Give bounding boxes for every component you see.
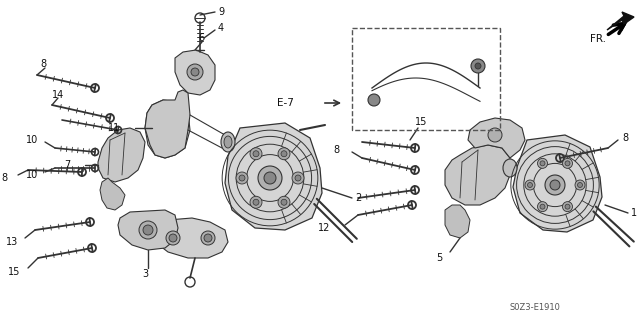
Circle shape — [143, 225, 153, 235]
Text: 5: 5 — [436, 253, 442, 263]
Circle shape — [201, 231, 215, 245]
Text: 10: 10 — [26, 170, 38, 180]
Circle shape — [253, 199, 259, 205]
Polygon shape — [152, 218, 228, 258]
Text: E-7: E-7 — [277, 98, 294, 108]
Text: 1: 1 — [631, 208, 637, 218]
Polygon shape — [607, 12, 634, 30]
Circle shape — [563, 158, 573, 168]
Ellipse shape — [224, 136, 232, 148]
Circle shape — [250, 148, 262, 160]
Polygon shape — [150, 108, 182, 148]
Circle shape — [540, 204, 545, 209]
Text: 8: 8 — [2, 173, 8, 183]
Text: 6: 6 — [198, 33, 204, 43]
Circle shape — [139, 221, 157, 239]
Circle shape — [187, 64, 203, 80]
Circle shape — [575, 180, 585, 190]
Text: 9: 9 — [218, 7, 224, 17]
Circle shape — [295, 175, 301, 181]
Text: 11: 11 — [108, 123, 120, 133]
Polygon shape — [100, 178, 125, 210]
Polygon shape — [445, 145, 510, 205]
Circle shape — [169, 234, 177, 242]
Circle shape — [525, 180, 535, 190]
Text: 8: 8 — [40, 59, 46, 69]
Polygon shape — [175, 50, 215, 95]
Text: 15: 15 — [8, 267, 20, 277]
Text: 14: 14 — [52, 90, 64, 100]
Text: 7: 7 — [64, 160, 70, 170]
Text: 15: 15 — [415, 117, 428, 127]
Polygon shape — [145, 90, 190, 158]
Text: 2: 2 — [355, 193, 361, 203]
Circle shape — [264, 172, 276, 184]
Circle shape — [258, 166, 282, 190]
Text: 12: 12 — [317, 223, 330, 233]
Polygon shape — [468, 118, 525, 158]
Circle shape — [488, 128, 502, 142]
Text: 13: 13 — [6, 237, 18, 247]
Circle shape — [281, 151, 287, 157]
Circle shape — [292, 172, 304, 184]
Circle shape — [563, 202, 573, 211]
Circle shape — [278, 196, 290, 208]
Circle shape — [204, 234, 212, 242]
Circle shape — [281, 199, 287, 205]
Circle shape — [250, 196, 262, 208]
Text: 3: 3 — [142, 269, 148, 279]
Text: 8: 8 — [334, 145, 340, 155]
Circle shape — [368, 94, 380, 106]
Circle shape — [538, 158, 547, 168]
Circle shape — [550, 180, 560, 190]
Circle shape — [565, 204, 570, 209]
Polygon shape — [225, 123, 322, 230]
Circle shape — [527, 182, 532, 188]
Circle shape — [475, 63, 481, 69]
Polygon shape — [118, 210, 178, 250]
Ellipse shape — [503, 159, 517, 177]
Circle shape — [565, 161, 570, 166]
Circle shape — [236, 172, 248, 184]
Text: 4: 4 — [218, 23, 224, 33]
Circle shape — [239, 175, 245, 181]
Text: FR.: FR. — [590, 34, 606, 44]
Bar — [352, 28, 500, 130]
Ellipse shape — [221, 132, 235, 152]
Text: 8: 8 — [622, 133, 628, 143]
Circle shape — [545, 175, 565, 195]
Circle shape — [540, 161, 545, 166]
Circle shape — [191, 68, 199, 76]
Circle shape — [253, 151, 259, 157]
Circle shape — [278, 148, 290, 160]
Text: 10: 10 — [26, 135, 38, 145]
Text: S0Z3-E1910: S0Z3-E1910 — [510, 303, 561, 313]
Circle shape — [577, 182, 582, 188]
Polygon shape — [513, 135, 602, 232]
Polygon shape — [445, 205, 470, 238]
Polygon shape — [98, 128, 145, 182]
Circle shape — [471, 59, 485, 73]
Circle shape — [538, 202, 547, 211]
Polygon shape — [145, 100, 190, 158]
Circle shape — [166, 231, 180, 245]
